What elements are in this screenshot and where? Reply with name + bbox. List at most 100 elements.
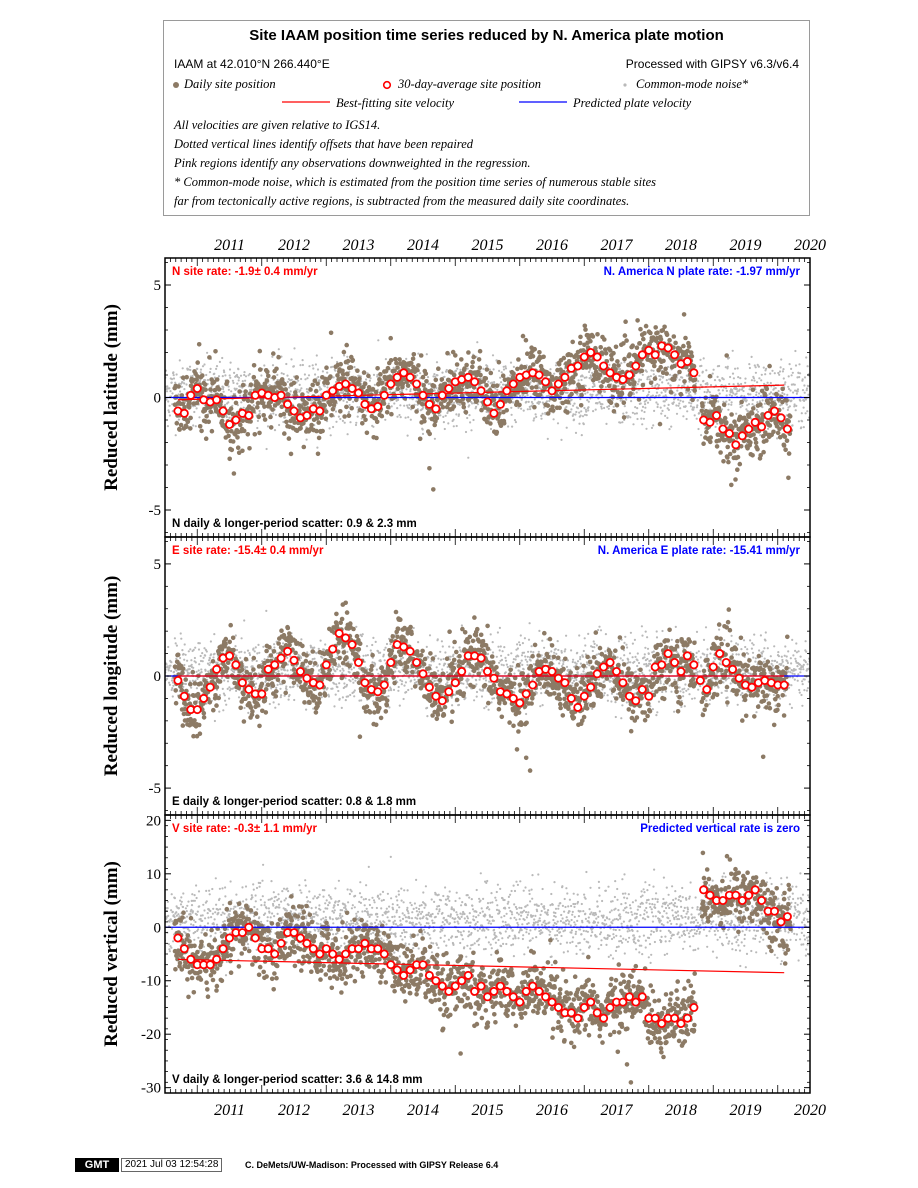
common-mode-point [441,371,444,374]
avg-point [347,383,357,393]
year-label: 2011 [214,237,245,254]
common-mode-point [763,402,767,405]
avg-point [224,419,234,429]
daily-point [324,365,329,371]
daily-point [195,360,200,365]
common-mode-point [621,421,624,424]
common-mode-point [206,662,210,665]
avg-point [489,408,499,418]
common-mode-point [252,647,255,650]
common-mode-point [594,408,597,411]
daily-point [300,392,305,397]
common-mode-point [332,425,335,429]
avg-point [379,390,389,400]
common-mode-point [789,389,792,392]
common-mode-point [172,371,175,374]
daily-point [238,422,243,428]
common-mode-point [513,419,517,422]
daily-point [471,354,477,360]
common-mode-point [570,398,573,401]
daily-point [271,351,276,356]
daily-point [454,362,460,367]
daily-marker-icon [173,82,179,88]
common-mode-point [696,404,699,407]
common-mode-point [678,378,681,381]
common-mode-point [540,414,543,417]
daily-point [267,404,273,409]
daily-point [344,342,350,348]
daily-point [491,397,497,403]
common-mode-point [763,382,766,385]
common-mode-point [323,648,326,651]
common-mode-point [277,670,280,673]
common-mode-point [175,669,178,672]
common-mode-point [498,369,501,372]
daily-point [255,400,261,406]
common-mode-point [608,404,611,408]
y-tick-label: 0 [154,391,162,407]
daily-point [613,366,618,372]
common-mode-point [218,710,221,713]
common-mode-point [756,410,760,413]
common-mode-point [491,381,494,384]
common-mode-point [331,666,334,669]
plot-area [165,600,810,773]
daily-point [621,400,627,406]
daily-point [330,406,336,412]
common-mode-point [466,367,469,370]
common-mode-point [755,408,758,411]
common-mode-point [208,663,211,667]
common-mode-point [486,365,489,368]
daily-point [490,383,496,389]
common-mode-point [726,365,729,368]
common-mode-point [167,400,170,403]
common-mode-point [592,390,595,393]
common-mode-point [341,696,344,699]
daily-point [389,411,394,417]
common-mode-point [313,657,316,660]
common-mode-point [769,391,773,394]
daily-point [488,370,494,376]
common-mode-point [692,408,695,411]
common-mode-point [773,372,776,375]
common-mode-point [504,367,508,370]
daily-point [692,384,697,389]
common-mode-point [666,416,669,419]
common-mode-point [724,366,727,369]
common-mode-point [746,404,749,407]
common-mode-point [168,411,171,414]
daily-point [500,373,506,379]
legend-plate: Predicted plate velocity [573,96,692,110]
common-mode-point [713,379,717,382]
common-mode-point [167,669,170,672]
daily-point [292,420,297,425]
common-mode-point [753,364,756,367]
daily-point [662,324,667,330]
common-mode-point [332,376,335,379]
common-mode-point [585,410,588,413]
common-mode-point [443,375,446,378]
common-mode-point [316,446,319,449]
common-mode-point [583,406,586,410]
avg-point [599,361,609,371]
common-mode-point [781,370,785,373]
common-mode-point [718,364,721,368]
daily-point [416,363,421,368]
common-mode-point [647,393,650,396]
daily-point [751,432,756,437]
daily-point [685,348,690,354]
daily-point [783,447,788,453]
avg-point [663,343,673,353]
daily-point [202,382,208,387]
common-mode-point [593,384,596,388]
common-mode-point [785,403,789,406]
common-mode-point [346,355,349,358]
daily-point [459,357,464,362]
common-mode-point [403,404,406,407]
daily-point [660,370,666,376]
common-mode-point [224,374,227,377]
daily-point [721,402,727,408]
common-mode-point [216,661,219,664]
common-mode-point [698,387,701,390]
daily-point [374,419,380,425]
